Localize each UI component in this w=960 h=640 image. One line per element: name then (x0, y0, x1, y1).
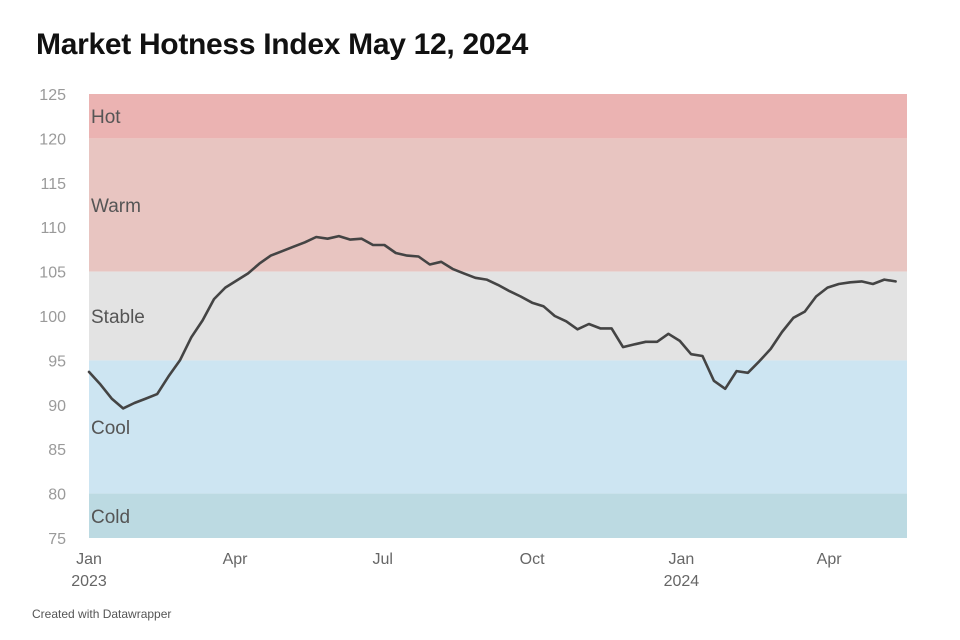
y-tick-label: 100 (39, 309, 66, 326)
x-axis: Jan 2023 Apr Jul Oct Jan 2024 Apr (71, 551, 842, 590)
band-label-warm: Warm (91, 196, 141, 217)
band-label-stable: Stable (91, 307, 145, 328)
band-label-cool: Cool (91, 418, 130, 439)
x-tick-label: Jan (76, 551, 102, 568)
y-tick-label: 105 (39, 265, 66, 282)
x-tick-label: Oct (520, 551, 545, 568)
y-tick-label: 115 (40, 176, 66, 193)
x-tick-label: Jul (373, 551, 393, 568)
y-tick-label: 110 (40, 220, 66, 237)
y-tick-label: 90 (48, 398, 66, 415)
x-tick-year-label: 2024 (664, 573, 700, 590)
y-tick-label: 125 (39, 87, 66, 104)
y-tick-label: 95 (48, 353, 66, 370)
band-layer: Hot Warm Stable Cool Cold (89, 94, 907, 538)
y-tick-label: 85 (48, 442, 66, 459)
x-tick-label: Jan (669, 551, 695, 568)
band-warm (89, 138, 907, 272)
x-tick-year-label: 2023 (71, 573, 107, 590)
y-tick-label: 80 (48, 487, 66, 504)
y-tick-label: 120 (39, 131, 66, 148)
chart-title: Market Hotness Index May 12, 2024 (36, 28, 528, 61)
band-cold (89, 493, 907, 538)
y-tick-label: 75 (48, 531, 66, 548)
x-tick-label: Apr (223, 551, 249, 568)
band-label-cold: Cold (91, 507, 130, 528)
band-hot (89, 94, 907, 139)
x-tick-label: Apr (817, 551, 843, 568)
series-layer (87, 234, 897, 410)
series-line (87, 234, 897, 410)
footer-credit: Created with Datawrapper (32, 607, 172, 621)
y-axis: 75 80 85 90 95 100 105 110 115 120 125 (39, 87, 66, 548)
band-cool (89, 360, 907, 494)
band-label-hot: Hot (91, 107, 121, 128)
